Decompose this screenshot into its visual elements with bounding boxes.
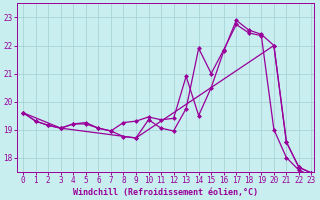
X-axis label: Windchill (Refroidissement éolien,°C): Windchill (Refroidissement éolien,°C) [73, 188, 258, 197]
